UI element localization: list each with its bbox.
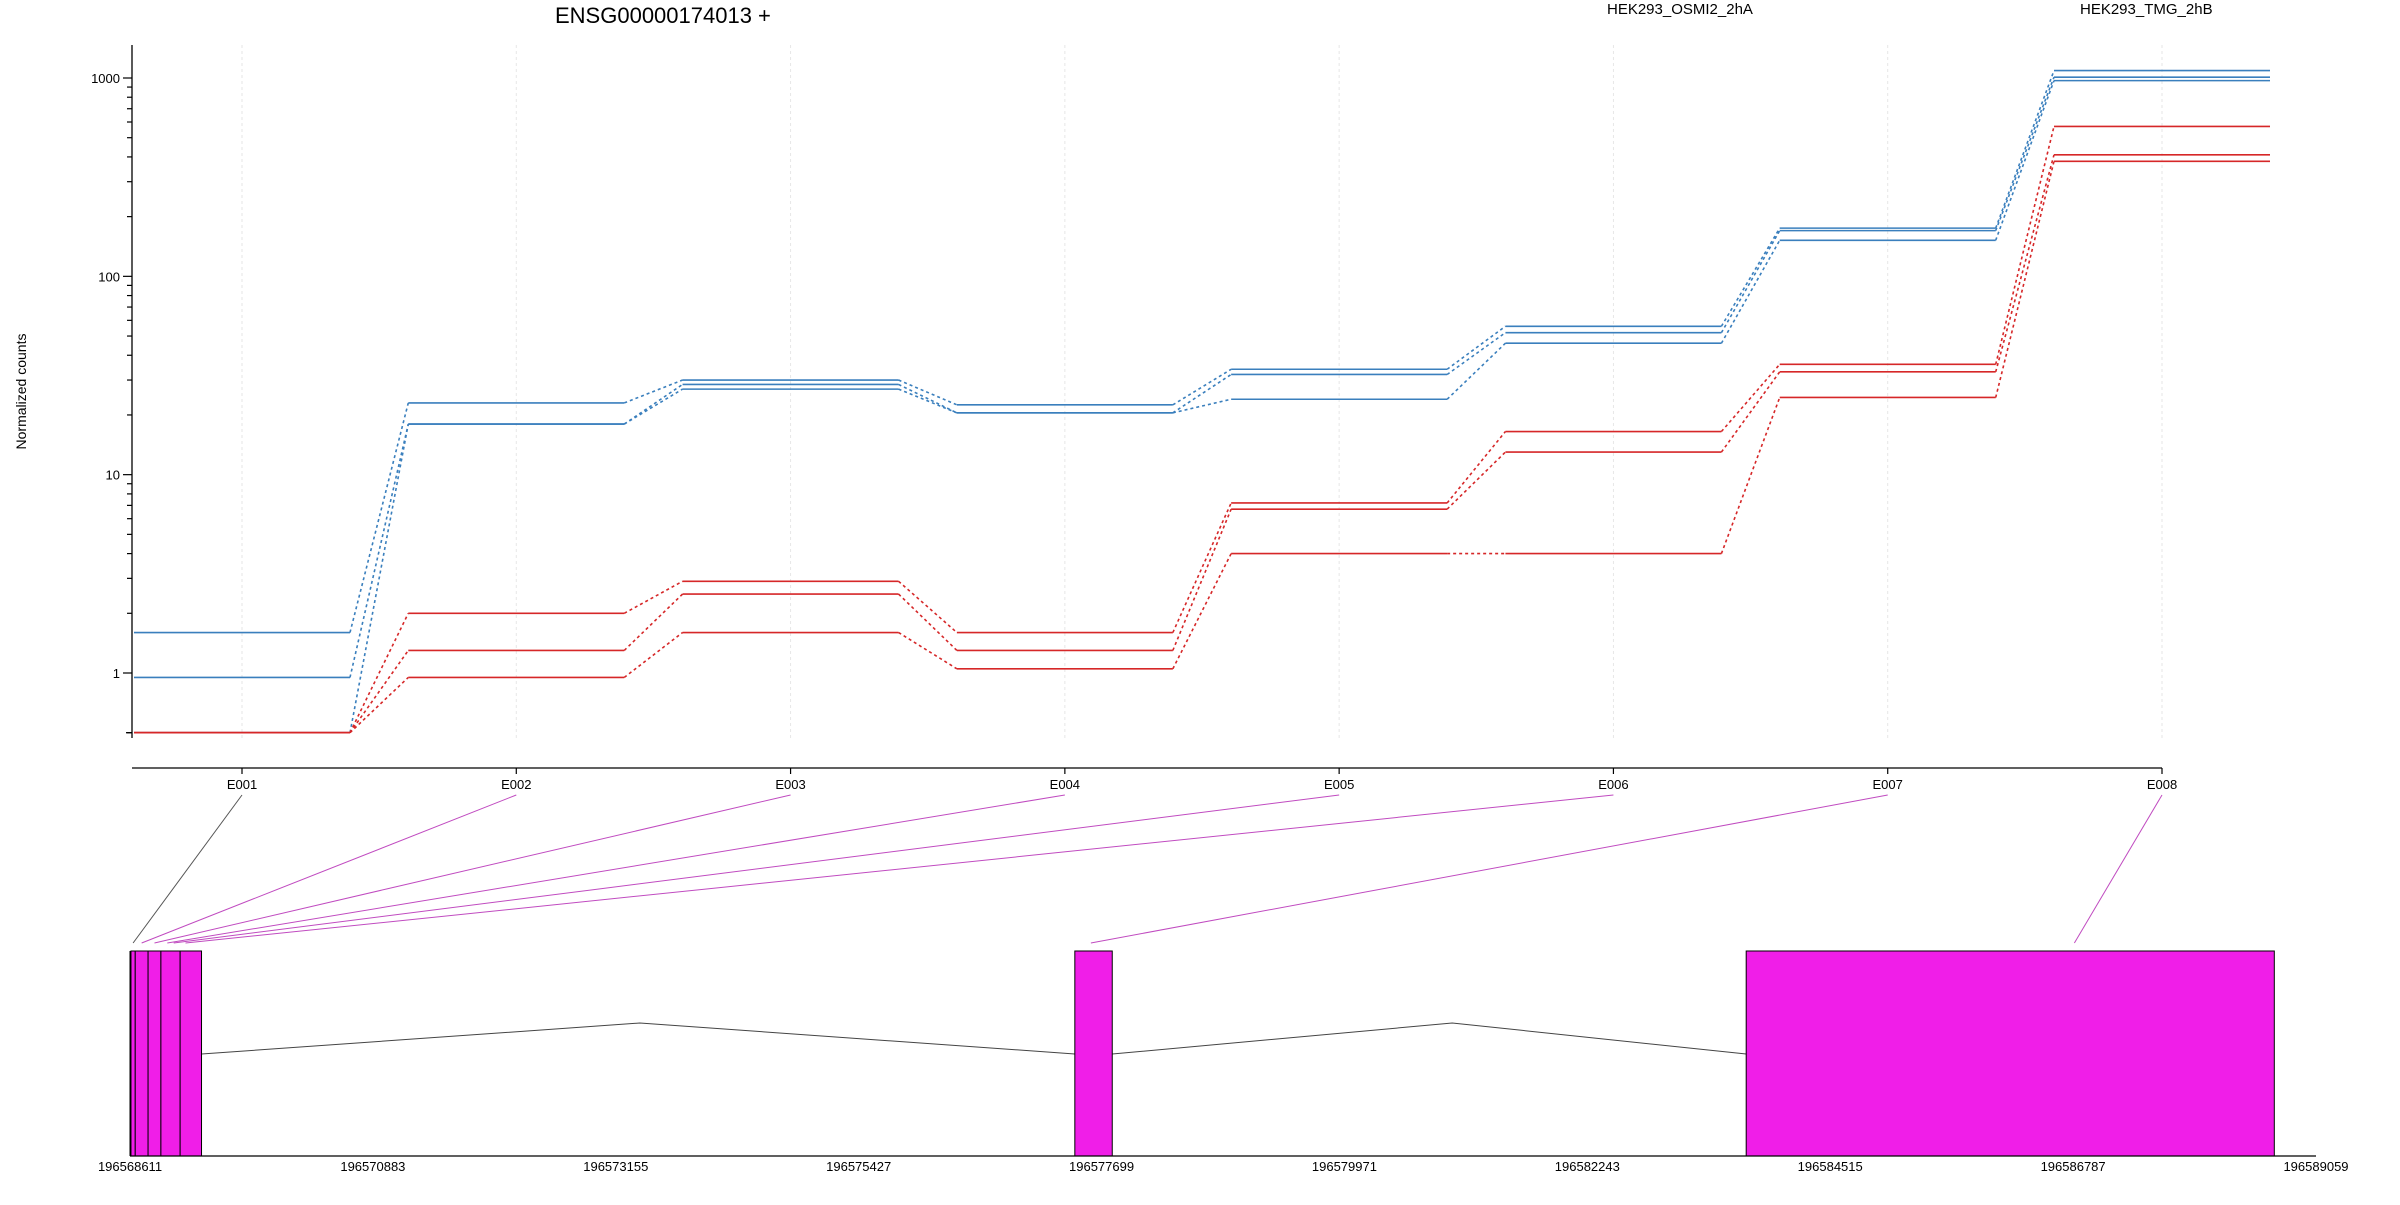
y-tick-label: 1000	[91, 71, 120, 86]
series-connector	[1172, 373, 1232, 414]
intron-line	[201, 1022, 1075, 1055]
series-1	[134, 69, 2270, 634]
series-connector	[1720, 371, 1781, 453]
series-6	[134, 160, 2270, 734]
gene-axis-label: 196589059	[2283, 1159, 2348, 1174]
series-connector	[898, 379, 958, 406]
series-layer	[134, 69, 2270, 734]
exon-connector	[173, 794, 1340, 944]
x-tick-label: E002	[501, 777, 531, 792]
series-5	[134, 153, 2270, 734]
series-connector	[1172, 502, 1232, 633]
series-2	[134, 76, 2270, 679]
exon-block	[160, 950, 181, 1157]
series-connector	[623, 593, 684, 651]
series-connector	[1994, 80, 2055, 241]
series-connector	[1446, 325, 1506, 370]
gene-axis-label: 196579971	[1312, 1159, 1377, 1174]
gene-axis-label: 196577699	[1069, 1159, 1134, 1174]
gene-axis-label: 196586787	[2041, 1159, 2106, 1174]
series-connector	[1172, 508, 1232, 651]
series-connector	[1446, 431, 1507, 504]
series-connector	[349, 649, 409, 734]
gene-axis-label: 196568611	[98, 1159, 162, 1174]
series-connector	[1994, 161, 2055, 398]
series-3	[134, 79, 2270, 734]
exon-block	[1745, 950, 2275, 1157]
exon-block	[134, 950, 149, 1157]
series-connector	[1994, 154, 2055, 373]
series-connector	[898, 593, 958, 651]
series-connector	[1720, 397, 1781, 554]
x-tick-label: E008	[2147, 777, 2177, 792]
series-connector	[349, 423, 410, 678]
legend-entry-osmi2: HEK293_OSMI2_2hA	[1607, 1, 1753, 18]
exon-connector	[1090, 794, 1888, 944]
y-tick-label: 100	[98, 269, 120, 284]
x-tick-label: E003	[775, 777, 805, 792]
x-tick-label: E007	[1873, 777, 1903, 792]
y-tick-label: 1	[113, 666, 120, 681]
gene-axis-label: 196584515	[1798, 1159, 1863, 1174]
series-connector	[349, 676, 409, 734]
series-connector	[1172, 368, 1232, 406]
series-connector	[623, 388, 683, 425]
grid-layer	[241, 45, 2163, 738]
series-connector	[1172, 398, 1232, 414]
series-connector	[1446, 451, 1506, 510]
series-connector	[1172, 553, 1232, 670]
series-connector	[1994, 76, 2055, 231]
gene-axis-label: 196570883	[340, 1159, 405, 1174]
gene-model-layer: 196568611 196570883 196573155 196575427 1965…	[98, 950, 2349, 1174]
exon-block	[179, 950, 203, 1157]
exon-block	[130, 950, 136, 1157]
axes-layer: 1 10 100 1000 E001 E002 E003 E004 E005 E006 E007 E0…	[91, 45, 2177, 792]
connector-layer	[132, 794, 2163, 944]
series-connector	[1720, 239, 1781, 344]
legend-entry-tmg: HEK293_TMG_2hB	[2080, 1, 2213, 18]
series-connector	[349, 612, 410, 734]
series-connector	[349, 423, 410, 733]
series-connector	[623, 580, 683, 614]
series-connector	[1720, 363, 1781, 433]
exon-connector	[141, 794, 517, 944]
series-connector	[898, 388, 958, 414]
series-connector	[898, 383, 958, 414]
gene-axis-label: 196575427	[826, 1159, 891, 1174]
chart-title: ENSG00000174013 +	[555, 3, 771, 28]
series-connector	[1720, 227, 1781, 327]
series-connector	[1720, 230, 1781, 334]
x-tick-label: E004	[1050, 777, 1080, 792]
x-tick-label: E005	[1324, 777, 1354, 792]
exon-connector	[2073, 794, 2163, 944]
gene-axis-label: 196573155	[583, 1159, 648, 1174]
series-connector	[1994, 126, 2055, 365]
series-connector	[1994, 70, 2055, 229]
series-connector	[898, 631, 958, 670]
series-connector	[1446, 332, 1506, 376]
series-connector	[623, 383, 684, 425]
y-tick-label: 10	[106, 468, 120, 483]
intron-line	[1112, 1022, 1747, 1055]
gene-axis-label: 196582243	[1555, 1159, 1620, 1174]
x-tick-label: E006	[1598, 777, 1628, 792]
exon-block	[147, 950, 162, 1157]
exon-connector	[185, 794, 1614, 944]
series-4	[134, 125, 2270, 734]
series-connector	[898, 580, 958, 634]
series-connector	[623, 631, 684, 679]
series-connector	[1446, 342, 1506, 400]
exon-block	[1074, 950, 1113, 1157]
exon-connector	[132, 794, 243, 944]
y-axis-label: Normalized counts	[13, 334, 29, 450]
exon-connector	[154, 794, 791, 944]
exon-connector	[167, 794, 1065, 944]
series-connector	[349, 402, 410, 633]
x-tick-label: E001	[227, 777, 257, 792]
series-connector	[623, 379, 683, 404]
